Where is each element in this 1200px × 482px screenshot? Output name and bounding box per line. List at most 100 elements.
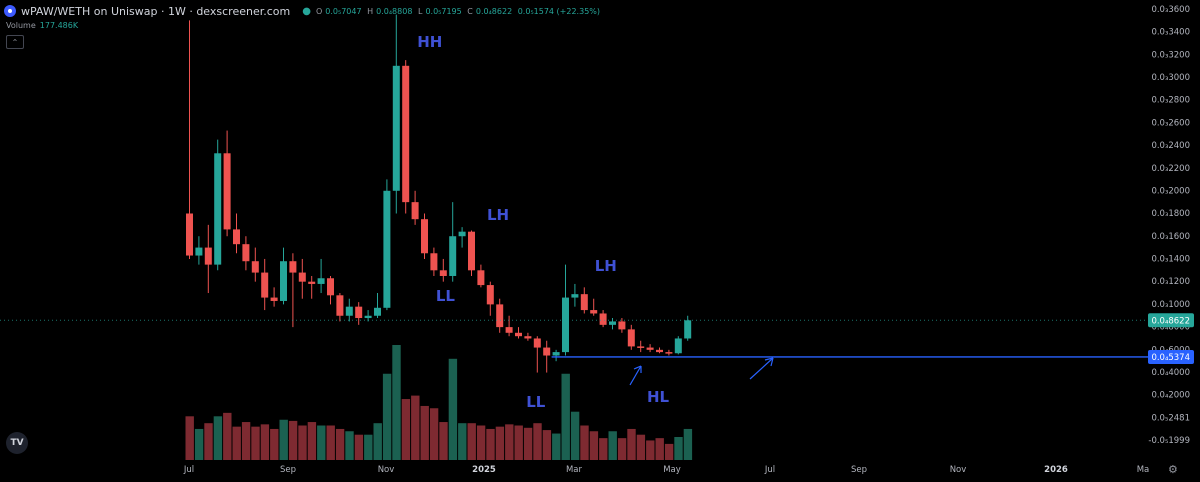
candle	[383, 179, 391, 311]
volume-bar	[561, 373, 570, 460]
time-axis: Jul Sep Nov 2025 Mar May Jul Sep Nov 2026 Ma	[183, 465, 1149, 475]
volume-bar	[570, 411, 580, 460]
volume-bar	[335, 428, 345, 460]
annotation-label: HH	[417, 33, 442, 51]
price-axis: 0.0₃3600 0.0₃3400 0.0₃3200 0.0₃3000 0.0₃2800…	[1148, 5, 1190, 446]
price-tick-label: 0.0₃3400	[1151, 28, 1190, 38]
volume-bar	[627, 428, 636, 460]
candle	[214, 139, 222, 271]
time-tick-label: 2026	[1044, 465, 1068, 475]
candle	[486, 281, 494, 316]
volume-bar	[373, 423, 382, 460]
volume-bar	[401, 399, 411, 460]
candle	[618, 318, 626, 333]
candle	[421, 213, 428, 259]
volume-bar	[382, 373, 392, 460]
volume-bar	[458, 423, 467, 460]
volume-bar	[232, 426, 241, 460]
time-tick-label: May	[663, 465, 681, 475]
candle	[627, 324, 635, 350]
price-tick-label: 0.0₃1600	[1151, 232, 1190, 242]
price-tick-label: -0.0₅1999	[1148, 436, 1190, 446]
annotation-label: LH	[595, 257, 617, 275]
price-badges: 0.0₄8622 0.0₄5374	[1148, 313, 1194, 364]
current-price-badge: 0.0₄8622	[1148, 313, 1194, 328]
annotation-arrowhead	[764, 357, 774, 367]
candle	[468, 230, 475, 276]
price-tick-label: 0.0₃2800	[1151, 96, 1190, 106]
svg-text:0.0₄8622: 0.0₄8622	[1151, 316, 1190, 326]
candle	[374, 293, 381, 319]
candle	[496, 298, 504, 333]
time-tick-label: Sep	[280, 465, 296, 475]
candle	[242, 236, 250, 271]
candle	[505, 315, 513, 337]
candle	[355, 302, 363, 325]
candle	[684, 315, 692, 341]
candle	[552, 349, 560, 362]
candle	[289, 253, 297, 328]
volume-bar	[533, 423, 542, 460]
volume-bar	[617, 438, 627, 460]
price-tick-label: 0.0₃2200	[1151, 164, 1190, 174]
volume-label: Volume	[6, 21, 36, 30]
candle	[270, 287, 278, 307]
volume-bar	[486, 428, 495, 460]
candle	[646, 344, 654, 353]
volume-bar	[279, 419, 288, 460]
volume-bar	[655, 438, 664, 460]
volume-bar	[307, 422, 317, 460]
price-tick-label: 0.0₃2400	[1151, 141, 1190, 151]
volume-bar	[270, 428, 279, 460]
price-tick-label: 0.0₃1400	[1151, 255, 1190, 265]
volume-bar	[599, 438, 608, 460]
volume-bar	[420, 405, 429, 460]
market-open-icon: ●	[302, 5, 311, 17]
volume-bar	[674, 437, 683, 460]
candle	[533, 336, 541, 373]
price-tick-label: 0.0₃1000	[1151, 300, 1190, 310]
volume-bar	[542, 430, 552, 460]
candle	[674, 336, 682, 355]
candle	[392, 14, 400, 214]
price-tick-label: 0.0₃2600	[1151, 118, 1190, 128]
svg-text:0.0₄5374: 0.0₄5374	[1151, 353, 1190, 363]
annotation-label: LH	[487, 206, 509, 224]
volume-bar	[392, 345, 401, 460]
volume-bar	[552, 433, 561, 460]
price-tick-label: 0.0₃1800	[1151, 209, 1190, 219]
annotations: HH LH LL LH LL HL	[417, 33, 774, 411]
time-tick-label: 2025	[472, 465, 496, 475]
volume-bar	[589, 431, 599, 460]
candle	[233, 213, 240, 254]
collapse-legend-button[interactable]: ⌃	[6, 35, 24, 49]
volume-bar	[448, 358, 458, 460]
price-tick-label: 0.0₅2481	[1151, 413, 1190, 423]
volume-bar	[204, 423, 213, 460]
price-tick-label: 0.0₃3200	[1151, 50, 1190, 60]
volume-bar	[317, 425, 326, 460]
annotation-arrow	[749, 357, 774, 380]
candle	[439, 258, 447, 282]
tradingview-logo[interactable]: TV	[6, 432, 28, 454]
time-tick-label: Sep	[851, 465, 867, 475]
settings-gear-icon[interactable]: ⚙	[1168, 463, 1178, 476]
candle	[609, 318, 616, 330]
candle	[524, 332, 532, 341]
annotation-label: HL	[647, 388, 670, 406]
price-tick-label: 0.0₃3600	[1151, 5, 1190, 15]
volume-bar	[439, 422, 448, 460]
candle	[204, 224, 212, 294]
price-tick-label: 0.0₃1200	[1151, 277, 1190, 287]
time-tick-label: Jul	[764, 465, 775, 475]
candle	[402, 60, 410, 214]
volume-bar	[223, 412, 232, 460]
volume-bar	[194, 428, 204, 460]
candle	[317, 258, 325, 294]
volume-bar	[523, 427, 533, 460]
candle	[656, 347, 663, 354]
volume-bar	[495, 426, 505, 460]
time-tick-label: Mar	[566, 465, 583, 475]
volume-bar	[411, 395, 420, 460]
